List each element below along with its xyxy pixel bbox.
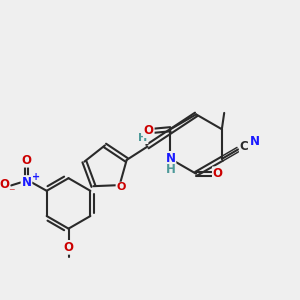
Text: O: O bbox=[0, 178, 10, 191]
Text: H: H bbox=[138, 133, 148, 143]
Text: C: C bbox=[240, 140, 248, 153]
Text: O: O bbox=[22, 154, 32, 167]
Text: N: N bbox=[250, 136, 260, 148]
Text: O: O bbox=[116, 182, 126, 193]
Text: ⁻: ⁻ bbox=[8, 186, 14, 200]
Text: H: H bbox=[166, 163, 176, 176]
Text: +: + bbox=[32, 172, 40, 182]
Text: O: O bbox=[144, 124, 154, 137]
Text: N: N bbox=[165, 152, 176, 165]
Text: O: O bbox=[63, 241, 73, 254]
Text: N: N bbox=[22, 176, 32, 189]
Text: O: O bbox=[213, 167, 223, 180]
